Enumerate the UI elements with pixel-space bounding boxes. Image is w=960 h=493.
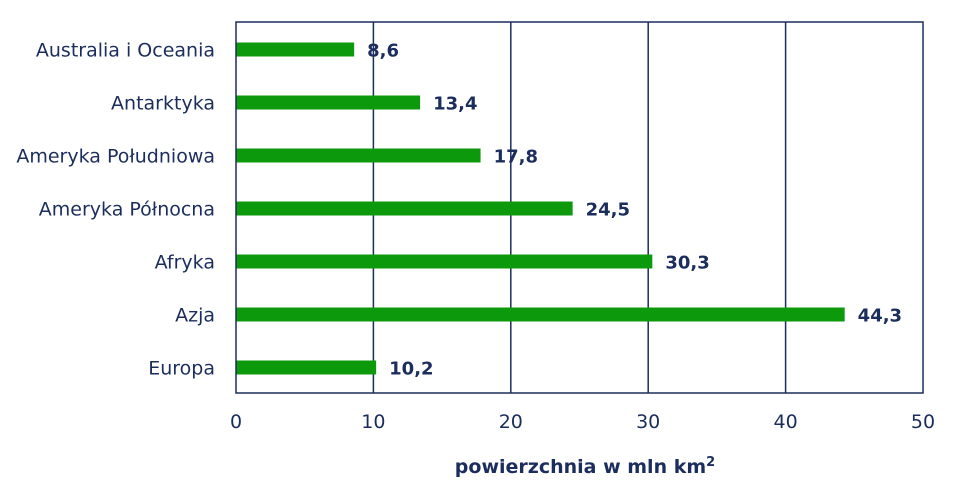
bar (236, 360, 377, 375)
data-label: 8,6 (367, 41, 399, 62)
bar (236, 42, 355, 57)
x-tick-label: 20 (499, 411, 523, 433)
category-label: Antarktyka (111, 93, 215, 115)
category-label: Ameryka Południowa (16, 146, 215, 168)
data-label: 10,2 (389, 359, 433, 380)
bar (236, 148, 481, 163)
category-label: Azja (175, 305, 215, 327)
bar (236, 201, 573, 216)
data-label: 13,4 (433, 94, 477, 115)
x-tick-labels: 0 10 20 30 40 50 (230, 411, 935, 433)
x-tick-label: 10 (361, 411, 385, 433)
data-label: 24,5 (586, 200, 630, 221)
category-label: Ameryka Północna (39, 199, 215, 221)
bar (236, 95, 421, 110)
data-label: 44,3 (858, 306, 902, 327)
x-tick-label: 40 (774, 411, 798, 433)
x-axis-title-text: powierzchnia w mln km (455, 456, 706, 478)
bar (236, 307, 845, 322)
data-labels: 8,6 13,4 17,8 24,5 30,3 44,3 10,2 (367, 41, 902, 380)
bars (236, 42, 845, 375)
x-tick-label: 50 (911, 411, 935, 433)
x-tick-label: 0 (230, 411, 242, 433)
category-label: Europa (148, 358, 215, 380)
x-axis-title: powierzchnia w mln km2 (455, 455, 715, 478)
x-tick-label: 30 (636, 411, 660, 433)
category-label: Afryka (155, 252, 215, 274)
category-labels: Australia i Oceania Antarktyka Ameryka Poł… (16, 40, 215, 380)
x-axis-title-superscript: 2 (706, 455, 715, 470)
plot-frame (235, 21, 924, 394)
bar (236, 254, 653, 269)
data-label: 30,3 (665, 253, 709, 274)
category-label: Australia i Oceania (36, 40, 215, 62)
data-label: 17,8 (494, 147, 538, 168)
